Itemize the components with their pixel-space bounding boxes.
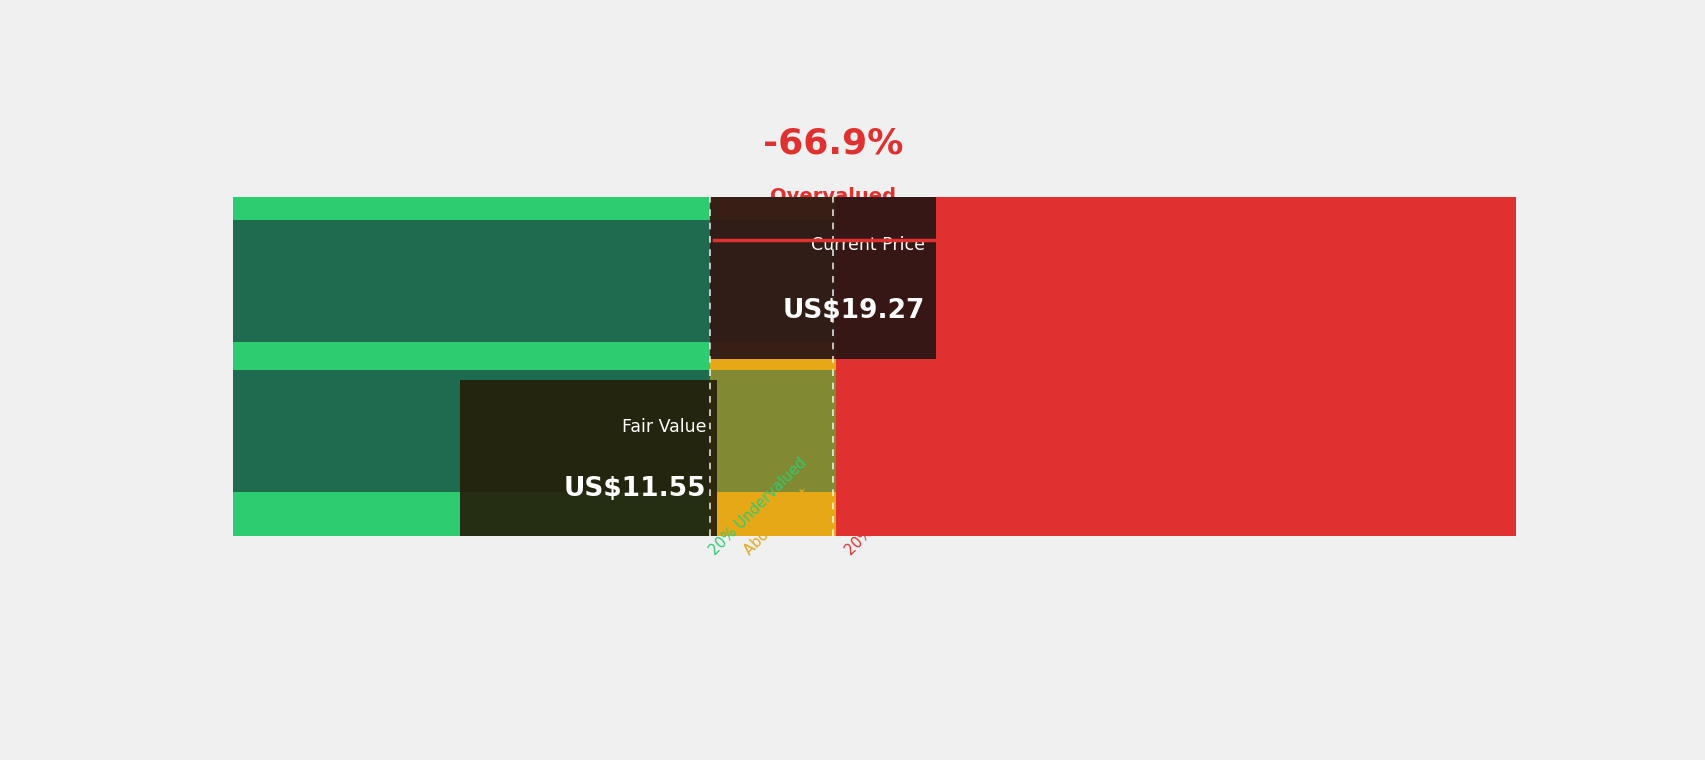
- Text: Overvalued: Overvalued: [771, 187, 895, 206]
- Bar: [709, 197, 835, 220]
- Bar: [709, 197, 936, 359]
- Bar: [709, 369, 835, 492]
- Text: US$11.55: US$11.55: [563, 476, 706, 502]
- Text: Current Price: Current Price: [812, 236, 924, 255]
- Bar: [460, 380, 716, 536]
- Bar: [709, 492, 835, 536]
- Bar: [234, 197, 835, 220]
- Text: Fair Value: Fair Value: [621, 418, 706, 435]
- Bar: [234, 197, 1514, 536]
- Bar: [709, 220, 835, 343]
- Bar: [234, 220, 835, 343]
- Bar: [234, 343, 835, 369]
- Bar: [709, 343, 835, 369]
- Text: 20% Overvalued: 20% Overvalued: [842, 461, 938, 559]
- Bar: [234, 492, 835, 536]
- Text: US$19.27: US$19.27: [783, 298, 924, 324]
- Bar: [234, 369, 835, 492]
- Text: 20% Undervalued: 20% Undervalued: [706, 455, 808, 559]
- Text: About Right: About Right: [742, 486, 813, 559]
- Bar: [709, 197, 835, 536]
- Text: -66.9%: -66.9%: [762, 127, 904, 161]
